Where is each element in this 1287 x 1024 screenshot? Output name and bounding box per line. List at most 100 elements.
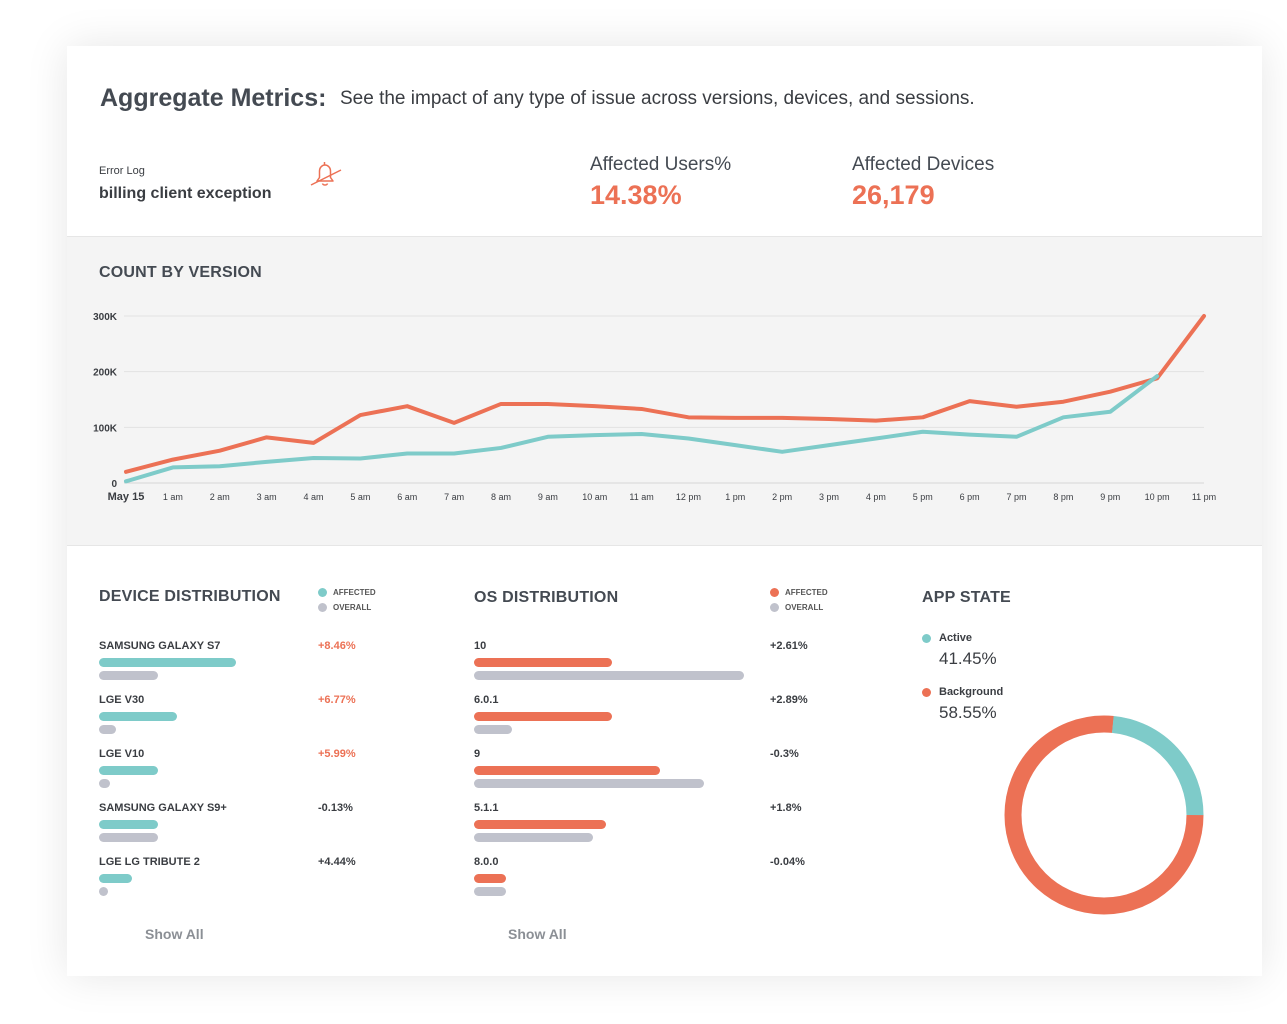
x-tick-label: 6 am <box>397 492 417 502</box>
os-overall-bar <box>474 725 512 734</box>
active-dot-icon <box>922 633 931 643</box>
count-by-version-chart: 0 100K 200K 300K May 15 1 am 2 am 3 am 4 am 5 am 6… <box>93 312 1216 503</box>
os-row-label: 6.0.1 <box>474 694 499 706</box>
x-tick-label: 1 am <box>163 492 183 502</box>
data-point-orange <box>265 435 269 439</box>
x-tick-label: 4 pm <box>866 492 886 502</box>
os-distribution-title: OS DISTRIBUTION <box>474 589 619 606</box>
data-point-teal <box>171 465 175 469</box>
device-row-label: LGE LG TRIBUTE 2 <box>99 856 200 868</box>
os-row-label: 10 <box>474 640 487 652</box>
x-tick-label: May 15 <box>108 491 145 503</box>
data-point-orange <box>546 402 550 406</box>
os-affected-bar <box>474 658 612 667</box>
legend-dot-icon <box>318 588 327 597</box>
data-point-orange <box>1108 390 1112 394</box>
os-row: 9 -0.3% <box>474 748 850 794</box>
x-tick-label: 6 pm <box>960 492 980 502</box>
os-overall-bar <box>474 779 704 788</box>
data-point-teal <box>874 436 878 440</box>
x-tick-label: 3 am <box>257 492 277 502</box>
data-point-orange <box>874 419 878 423</box>
data-point-teal <box>218 464 222 468</box>
data-point-teal <box>593 433 597 437</box>
os-affected-bar <box>474 712 612 721</box>
os-show-all-button[interactable]: Show All <box>508 926 567 942</box>
data-point-orange <box>827 417 831 421</box>
error-log-label: Error Log <box>99 165 145 177</box>
data-point-orange <box>1202 314 1206 318</box>
x-tick-label: 4 am <box>303 492 323 502</box>
data-point-teal <box>1155 374 1159 378</box>
os-overall-bar <box>474 833 593 842</box>
legend-overall: OVERALL <box>318 603 376 612</box>
device-row-pct: +6.77% <box>318 694 356 706</box>
active-value: 41.45% <box>939 649 997 668</box>
data-point-orange <box>593 404 597 408</box>
data-point-orange <box>686 415 690 419</box>
device-row-label: LGE V10 <box>99 748 145 760</box>
background-value: 58.55% <box>939 703 997 722</box>
device-affected-bar <box>99 766 159 775</box>
os-row-label: 9 <box>474 748 481 760</box>
os-row: 8.0.0 -0.04% <box>474 856 850 902</box>
device-affected-bar <box>99 658 237 667</box>
data-point-teal <box>640 432 644 436</box>
device-row: LGE V10 +5.99% <box>99 748 398 794</box>
x-tick-label: 5 am <box>350 492 370 502</box>
os-row-label: 5.1.1 <box>474 802 499 814</box>
data-point-teal <box>1015 435 1019 439</box>
page-subtitle: See the impact of any type of issue acro… <box>340 88 975 109</box>
data-point-teal <box>1061 415 1065 419</box>
affected-devices-metric: Affected Devices 26,179 <box>852 154 994 211</box>
device-row-label: SAMSUNG GALAXY S7 <box>99 640 221 652</box>
x-tick-label: 9 am <box>538 492 558 502</box>
active-label: Active <box>939 632 973 644</box>
count-by-version-section: COUNT BY VERSION 0 100K 200K 300K May 15 1 am… <box>67 236 1262 546</box>
legend-dot-icon <box>318 603 327 612</box>
data-point-teal <box>265 460 269 464</box>
bell-off-icon[interactable] <box>307 159 343 191</box>
data-point-teal <box>311 456 315 460</box>
x-tick-label: 7 pm <box>1007 492 1027 502</box>
data-point-teal <box>1108 410 1112 414</box>
metrics-card: Aggregate Metrics: See the impact of any… <box>67 46 1262 976</box>
chart-title: COUNT BY VERSION <box>99 264 262 281</box>
affected-devices-value: 26,179 <box>852 180 935 210</box>
x-tick-label: 10 pm <box>1145 492 1170 502</box>
os-affected-bar <box>474 820 607 829</box>
x-tick-label: 8 am <box>491 492 511 502</box>
device-affected-bar <box>99 712 177 721</box>
data-point-orange <box>1061 400 1065 404</box>
device-overall-bar <box>99 725 117 734</box>
legend-affected: AFFECTED <box>770 588 828 597</box>
device-affected-bar <box>99 820 159 829</box>
device-show-all-button[interactable]: Show All <box>145 926 204 942</box>
data-point-teal <box>124 479 128 483</box>
os-row-pct: +1.8% <box>770 802 802 814</box>
os-row-label: 8.0.0 <box>474 856 499 868</box>
os-row-pct: +2.89% <box>770 694 808 706</box>
y-tick-label: 200K <box>93 368 118 379</box>
series-line-teal <box>124 374 1160 484</box>
affected-users-metric: Affected Users% 14.38% <box>590 154 731 211</box>
data-point-teal <box>733 443 737 447</box>
data-point-teal <box>546 435 550 439</box>
data-point-orange <box>452 421 456 425</box>
data-point-orange <box>640 407 644 411</box>
device-distribution-title: DEVICE DISTRIBUTION <box>99 588 281 605</box>
x-tick-label: 8 pm <box>1053 492 1073 502</box>
data-point-orange <box>921 415 925 419</box>
device-overall-bar <box>99 887 108 896</box>
app-state-title: APP STATE <box>922 589 1011 606</box>
os-overall-bar <box>474 671 744 680</box>
os-affected-bar <box>474 766 661 775</box>
data-point-teal <box>686 436 690 440</box>
legend-dot-icon <box>770 588 779 597</box>
background-dot-icon <box>922 687 931 697</box>
legend-dot-icon <box>770 603 779 612</box>
device-row: LGE V30 +6.77% <box>99 694 398 740</box>
series-line-orange <box>124 314 1206 474</box>
data-point-teal <box>499 446 503 450</box>
data-point-teal <box>452 451 456 455</box>
